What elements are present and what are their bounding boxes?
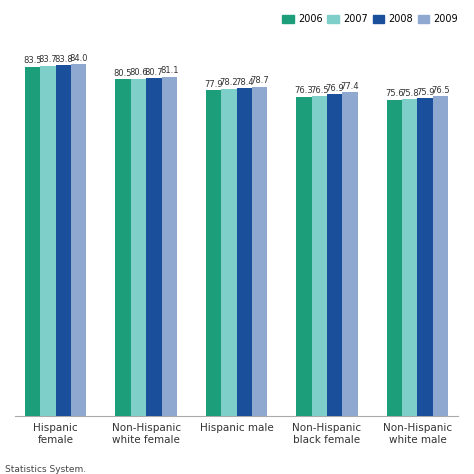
Bar [162,77,177,416]
Text: 83.7: 83.7 [39,55,57,64]
Bar [40,66,56,416]
Text: 77.9: 77.9 [204,80,223,89]
Bar [296,97,312,416]
Bar [237,88,252,416]
Text: 80.7: 80.7 [145,68,163,77]
Text: 76.3: 76.3 [295,86,313,95]
Text: 75.8: 75.8 [401,89,419,98]
Text: 77.4: 77.4 [341,82,359,91]
Text: 78.4: 78.4 [235,78,254,87]
Text: 80.6: 80.6 [129,68,148,77]
Bar [115,79,131,416]
Text: 75.6: 75.6 [385,90,404,99]
Text: 80.5: 80.5 [114,69,132,78]
Text: 83.8: 83.8 [54,55,73,64]
Bar [402,99,418,416]
Text: 76.5: 76.5 [431,86,450,95]
Text: 83.5: 83.5 [23,56,42,65]
Bar [146,78,162,416]
Bar [206,90,221,416]
Text: 81.1: 81.1 [160,66,178,75]
Bar [71,64,86,416]
Bar [418,99,433,416]
Legend: 2006, 2007, 2008, 2009: 2006, 2007, 2008, 2009 [283,14,458,24]
Bar [433,96,448,416]
Bar [387,100,402,416]
Bar [312,96,327,416]
Text: 84.0: 84.0 [70,54,88,63]
Bar [342,92,358,416]
Text: Statistics System.: Statistics System. [5,465,86,474]
Bar [252,87,267,416]
Text: 76.9: 76.9 [326,84,344,93]
Text: 75.9: 75.9 [416,88,434,97]
Text: 78.2: 78.2 [219,79,238,88]
Text: 76.5: 76.5 [310,86,328,95]
Bar [131,79,146,416]
Text: 78.7: 78.7 [250,76,269,85]
Bar [56,65,71,416]
Bar [221,89,237,416]
Bar [25,66,40,416]
Bar [327,94,342,416]
